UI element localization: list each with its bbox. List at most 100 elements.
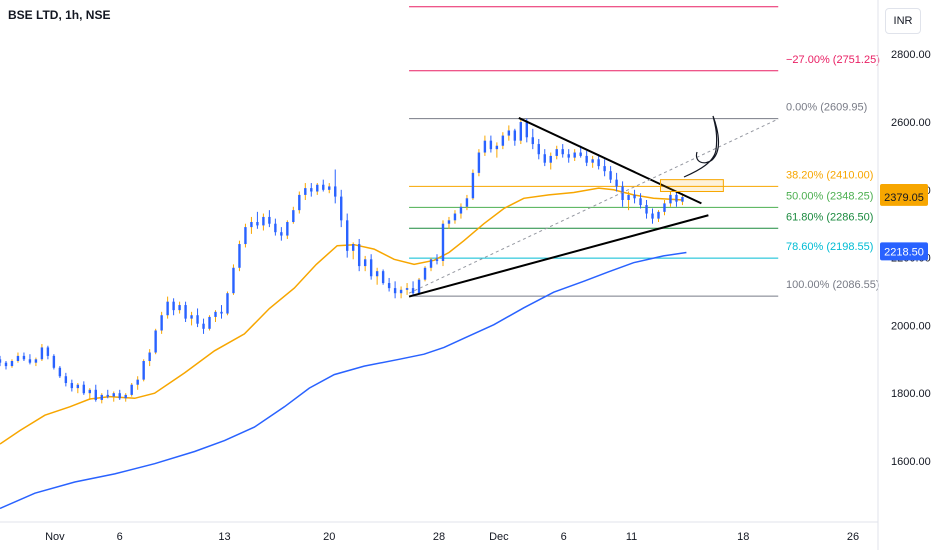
fibonacci-retracement[interactable]: −27.00% (2751.25) 0.00% (2609.95) 38.20% (… [409,6,880,297]
candle-body [136,379,139,385]
candle-body [681,196,684,202]
candle-body [591,159,594,163]
price-label-box [880,187,928,206]
candle-body [280,232,283,236]
candle-body [328,186,331,190]
symbol-title[interactable]: BSE LTD, 1h, NSE [8,8,111,22]
candle-body [657,211,660,219]
candles [0,117,684,404]
freehand-drawing [683,115,720,178]
candle-body [543,154,546,163]
ema-slow-line [0,251,687,510]
candle-body [585,155,588,163]
candle-body [112,393,115,397]
x-tick-label: Dec [489,531,509,543]
resistance-box [659,179,724,193]
x-tick-label: 18 [737,531,749,543]
candle-body [118,393,121,399]
y-tick-label: 2600.00 [891,117,931,129]
candle-body [507,130,511,136]
candle-body [178,305,181,311]
currency-button[interactable]: INR [885,8,921,34]
candle-body [555,149,558,156]
candle-body [573,152,576,158]
candle-body [603,166,606,172]
candle-body [363,259,367,267]
candle-body [340,196,343,221]
moving-averages [0,187,687,510]
candle-body [525,122,528,138]
candle-body [76,384,80,389]
candle-body [250,222,253,228]
candle-body [531,137,534,145]
candle-body [88,389,91,394]
candle-body [519,122,523,141]
candle-body [627,194,630,200]
candle-body [0,359,2,363]
candle-body [310,188,313,192]
candle-body [238,244,241,268]
candle-body [435,259,439,261]
x-tick-label: 6 [117,531,123,543]
x-tick-label: 26 [847,531,859,543]
candle-body [651,213,654,219]
candle-body [220,311,223,314]
candle-body [375,271,379,277]
candle-body [184,305,187,319]
candle-body [52,355,56,368]
candle-body [82,384,86,394]
candle-body [208,316,211,329]
candle-body [16,355,20,361]
candle-body [202,323,205,329]
candle-body [417,279,421,294]
candle-body [669,194,672,204]
x-tick-label: 13 [218,531,230,543]
candle-body [154,330,157,353]
candle-body [429,259,433,268]
fib-level-label: 78.60% (2198.55) [786,241,873,253]
candle-body [64,376,68,384]
candle-body [399,289,403,294]
fib-level-label: 61.80% (2286.50) [786,211,873,223]
candle-body [190,315,193,319]
candle-body [609,171,612,180]
candle-body [369,259,373,277]
candle-body [477,152,481,173]
candle-body [292,210,295,223]
candle-body [675,194,678,202]
candle-body [298,194,301,211]
candle-body [244,227,247,245]
candle-body [579,152,582,156]
candle-body [148,352,151,361]
drawings[interactable] [408,115,779,298]
fib-level-label: −27.00% (2751.25) [786,54,880,66]
candle-body [513,130,517,141]
candle-body [46,347,50,356]
candle-body [160,315,163,331]
price-label-box [880,242,928,261]
candle-body [40,347,44,360]
candle-body [34,359,38,363]
candle-body [214,311,217,317]
candle-body [663,203,666,212]
candle-body [346,220,349,251]
candle-body [196,315,199,324]
candle-body [567,154,570,158]
candle-body [621,186,624,200]
candle-body [130,384,133,395]
candle-body [447,220,451,224]
candle-body [4,362,8,367]
candle-body [22,355,26,360]
price-label-text: 2379.05 [884,192,924,204]
candle-body [423,267,427,280]
trendline [408,118,779,294]
candle-body [615,179,618,187]
trendline [518,117,702,205]
candle-body [483,140,487,153]
candle-body [226,293,229,314]
candle-body [268,216,271,224]
candle-body [633,194,636,199]
candle-body [286,222,289,236]
